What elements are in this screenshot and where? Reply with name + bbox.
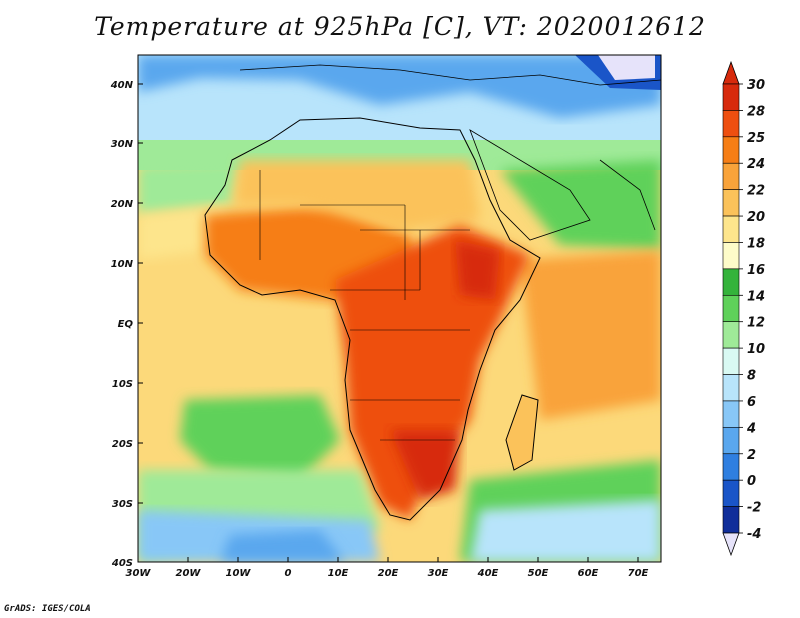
lon-label: 30E — [428, 568, 449, 579]
lon-label: 60E — [578, 568, 599, 579]
temperature-field — [138, 55, 661, 562]
lon-label: 30W — [126, 568, 152, 579]
credit-text: GrADS: IGES/COLA — [4, 604, 91, 614]
arabia-coastline — [469, 129, 591, 241]
lat-label: 30N — [111, 139, 134, 150]
lon-label: 70E — [628, 568, 649, 579]
lat-label: 10S — [112, 379, 133, 390]
colorbar-label: 16 — [747, 263, 765, 278]
colorbar-swatch — [722, 136, 740, 164]
colorbar-swatch — [722, 110, 740, 138]
central-africa-hot — [335, 225, 530, 520]
colorbar-label: 14 — [747, 289, 765, 304]
map-title: Temperature at 925hPa [C], VT: 202001261… — [94, 12, 706, 41]
colorbar-swatch — [722, 374, 740, 402]
lat-label: EQ — [118, 319, 134, 330]
colorbar-swatch — [722, 294, 740, 323]
colorbar-swatch — [722, 400, 740, 428]
map-frame — [137, 54, 662, 563]
colorbar-swatch — [722, 162, 740, 190]
colorbar-swatch — [722, 506, 740, 534]
lat-label: 30S — [112, 499, 133, 510]
colorbar-label: 6 — [747, 395, 756, 410]
colorbar-label: 30 — [747, 78, 765, 93]
madagascar-coastline — [505, 394, 539, 471]
lon-label: 50E — [528, 568, 549, 579]
colorbar-swatch — [722, 453, 740, 481]
colorbar-swatch — [722, 321, 740, 349]
colorbar-label: 4 — [746, 421, 756, 436]
lon-label: 20E — [378, 568, 399, 579]
india-coastline — [599, 159, 656, 231]
southern-africa-hottest — [390, 430, 460, 500]
colorbar-swatch — [722, 347, 740, 375]
madagascar-field — [506, 395, 538, 470]
longitude-axis: 30W 20W 10W 0 10E 20E 30E 40E 50E 60E 70E — [126, 557, 649, 579]
latitude-axis: 40N 30N 20N 10N EQ 10S 20S 30S 40S — [110, 80, 143, 569]
lat-label: 20S — [112, 439, 133, 450]
lat-label: 40N — [110, 80, 134, 91]
lon-label: 20W — [176, 568, 202, 579]
colorbar-swatch — [722, 268, 740, 296]
lat-label: 10N — [111, 259, 134, 270]
colorbar-label: 22 — [747, 184, 765, 199]
lon-label: 0 — [285, 568, 292, 579]
colorbar-label: 24 — [747, 157, 765, 172]
south-atlantic-deepblue — [220, 530, 345, 562]
colorbar-label: 20 — [747, 210, 765, 225]
colorbar-label: 25 — [747, 131, 765, 146]
arabian-green — [500, 160, 661, 250]
colorbar-label: 12 — [747, 316, 765, 331]
colorbar-label: 2 — [747, 448, 756, 463]
lon-label: 10W — [226, 568, 252, 579]
colorbar-swatch — [722, 479, 740, 507]
colorbar-bottom-arrow — [722, 532, 740, 557]
east-africa-hottest — [455, 240, 500, 300]
south-atlantic-green — [180, 395, 340, 480]
colorbar-label: 0 — [747, 474, 756, 489]
indian-ocean-orange — [520, 250, 661, 420]
sahara-mild — [235, 160, 480, 230]
colorbar-swatch — [722, 83, 740, 111]
colorbar-swatch — [722, 189, 740, 217]
south-indian-lightblue — [470, 500, 661, 562]
lat-label: 40S — [111, 558, 133, 569]
colorbar-label: 10 — [747, 342, 765, 357]
colorbar-swatch — [722, 427, 740, 455]
colorbar-top-arrow — [722, 60, 740, 85]
colorbar-label: 8 — [747, 369, 756, 384]
country-borders — [259, 170, 470, 441]
colorbar-label: -4 — [747, 527, 761, 542]
lat-label: 20N — [111, 199, 134, 210]
colorbar-label: 18 — [747, 236, 765, 251]
europe-coastline — [239, 64, 661, 86]
lon-label: 10E — [328, 568, 349, 579]
colorbar-swatch — [722, 215, 740, 243]
colorbar-swatch — [722, 242, 740, 270]
colorbar-label: -2 — [747, 501, 761, 516]
north-blue-region — [138, 55, 661, 118]
colorbar-label: 28 — [747, 104, 765, 119]
africa-coastline — [204, 117, 541, 521]
lon-label: 40E — [477, 568, 499, 579]
coldest-core-north — [598, 55, 655, 80]
